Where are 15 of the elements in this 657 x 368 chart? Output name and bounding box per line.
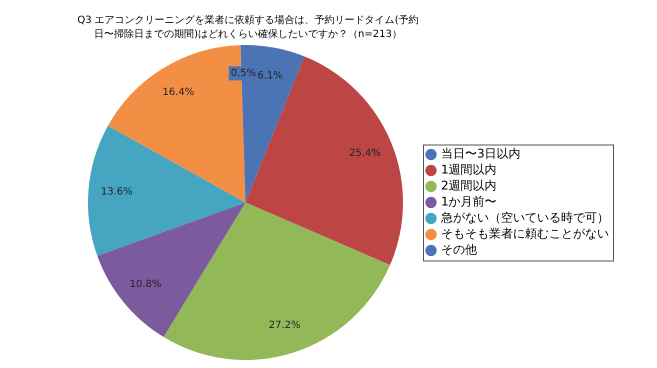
legend-label: 当日〜3日以内 [441, 146, 521, 161]
legend-label: 急がない（空いている時で可） [440, 210, 609, 225]
data-label: 13.6% [100, 186, 133, 198]
data-label: 0.5% [230, 68, 256, 79]
data-label: 25.4% [349, 148, 381, 160]
data-label: 16.4% [162, 86, 194, 98]
data-label: 10.8% [130, 278, 162, 290]
legend-label: 2週間以内 [441, 178, 497, 193]
data-label: 27.2% [268, 320, 301, 332]
legend-label: そもそも業者に頼むことがない [441, 226, 609, 241]
legend-label: その他 [441, 242, 477, 257]
legend-label: 1か月前〜 [441, 194, 497, 209]
chart-title: Q3 エアコンクリーニングを業者に依頼する場合は、予約リードタイム(予約日〜掃除日までの期間)はどれくらい確保したいですか？（n=213） [76, 14, 420, 42]
legend-label: 1週間以内 [441, 162, 497, 177]
data-label: 6.1% [257, 70, 283, 82]
